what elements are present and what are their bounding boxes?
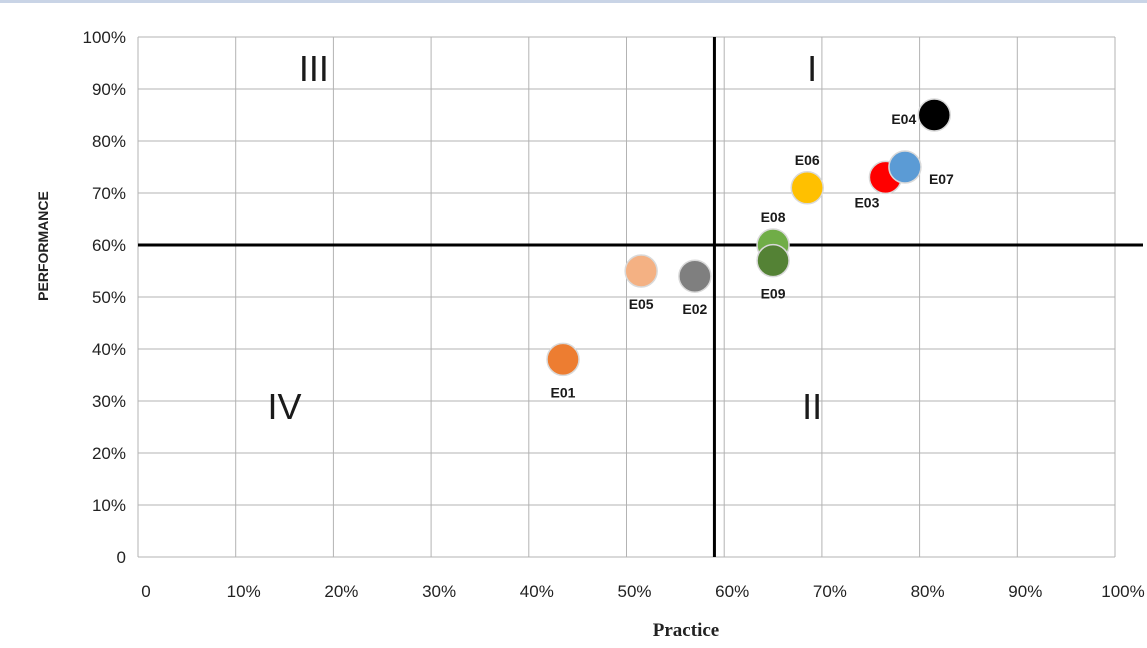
x-tick-label: 70% (813, 582, 847, 601)
data-label: E03 (854, 194, 879, 210)
data-label: E06 (795, 152, 820, 168)
y-tick-label: 70% (92, 184, 126, 203)
y-tick-label: 10% (92, 496, 126, 515)
data-points: E01 E02 E03 E04 E05 E06 E07 E08 E09 (546, 98, 954, 400)
y-axis-ticks: 0 10% 20% 30% 40% 50% 60% 70% 80% 90% 100% (83, 28, 126, 567)
x-tick-label: 100% (1101, 582, 1144, 601)
data-label: E04 (891, 111, 916, 127)
x-tick-label: 10% (227, 582, 261, 601)
quadrant-label: I (807, 48, 817, 89)
y-tick-label: 40% (92, 340, 126, 359)
y-tick-label: 60% (92, 236, 126, 255)
data-label: E01 (551, 384, 576, 400)
quadrant-dividers (138, 37, 1143, 557)
y-axis-title: PERFORMANCE (35, 191, 51, 301)
data-label: E07 (929, 171, 954, 187)
y-tick-label: 20% (92, 444, 126, 463)
y-tick-label: 100% (83, 28, 126, 47)
y-tick-label: 50% (92, 288, 126, 307)
y-tick-label: 80% (92, 132, 126, 151)
x-tick-label: 60% (715, 582, 749, 601)
quadrant-label: III (299, 48, 329, 89)
x-axis-title: Practice (653, 620, 719, 641)
y-tick-label: 0 (117, 548, 126, 567)
data-point (546, 342, 580, 377)
top-rule (0, 0, 1147, 3)
quadrant-label: IV (268, 386, 302, 427)
x-tick-label: 80% (911, 582, 945, 601)
x-tick-label: 50% (617, 582, 651, 601)
x-tick-label: 20% (324, 582, 358, 601)
data-label: E09 (761, 286, 786, 302)
quadrant-label: II (802, 386, 822, 427)
y-tick-label: 90% (92, 80, 126, 99)
x-axis-ticks: 0 10% 20% 30% 40% 50% 60% 70% 80% 90% 100% (141, 582, 1144, 601)
x-tick-label: 30% (422, 582, 456, 601)
x-tick-label: 90% (1008, 582, 1042, 601)
data-label: E08 (761, 209, 786, 225)
data-point (790, 171, 824, 205)
y-tick-label: 30% (92, 392, 126, 411)
x-tick-label: 40% (520, 582, 554, 601)
data-point (756, 243, 790, 278)
x-tick-label: 0 (141, 582, 150, 601)
data-label: E02 (682, 301, 707, 317)
data-point (888, 150, 922, 184)
grid-lines (137, 36, 1116, 558)
data-label: E05 (629, 296, 654, 312)
data-point (678, 259, 712, 293)
data-point (624, 254, 658, 288)
data-point (917, 98, 952, 132)
